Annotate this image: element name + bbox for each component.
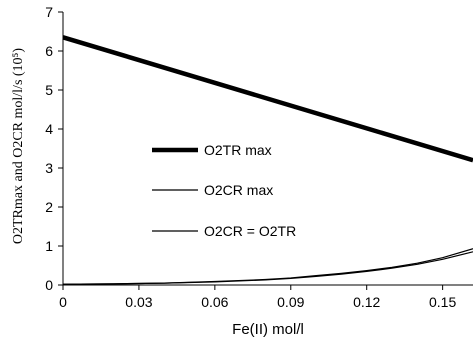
x-axis-title: Fe(II) mol/l: [232, 321, 304, 338]
series-layer: [62, 35, 473, 285]
x-tick-label: 0.03: [125, 294, 152, 310]
series-line-3: [62, 251, 473, 285]
y-tick-label: 3: [45, 160, 53, 176]
y-tick-label: 1: [45, 238, 53, 254]
x-tick-label: 0.12: [353, 294, 380, 310]
y-tick-label: 5: [45, 82, 53, 98]
y-axis-title: O2TRmax and O2CR mol/l/s (10⁵): [11, 48, 26, 245]
legend-label-2: O2CR max: [204, 182, 273, 198]
y-tick-label: 7: [45, 4, 53, 20]
x-tick-label: 0.09: [277, 294, 304, 310]
y-tick-label: 0: [45, 277, 53, 293]
legend-label-1: O2TR max: [204, 142, 272, 158]
y-tick-label: 4: [45, 121, 53, 137]
x-tick-label: 0: [59, 294, 67, 310]
legend-label-3: O2CR = O2TR: [204, 223, 296, 239]
x-tick-label: 0.06: [201, 294, 228, 310]
x-tick-label: 0.15: [429, 294, 456, 310]
axes: 0 1 2 3 4 5 6 7 0 0.03 0.06 0.09 0.12 0.15: [45, 4, 473, 310]
legend: O2TR max O2CR max O2CR = O2TR: [152, 142, 296, 239]
y-tick-label: 6: [45, 43, 53, 59]
series-line-2: [62, 248, 473, 285]
y-tick-label: 2: [45, 199, 53, 215]
series-line-1: [62, 35, 473, 163]
